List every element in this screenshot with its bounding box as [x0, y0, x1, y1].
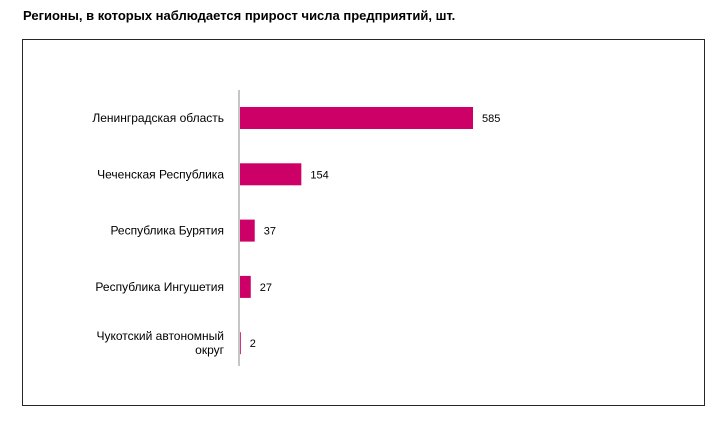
category-label-line: Чукотский автономный — [97, 329, 224, 343]
value-label: 154 — [310, 169, 328, 181]
chart-area — [22, 39, 705, 406]
category-label-line: Республика Ингушетия — [95, 280, 224, 294]
category-label: Республика Ингушетия — [95, 280, 224, 294]
category-label-line: Республика Бурятия — [110, 224, 224, 238]
value-label: 27 — [260, 282, 272, 294]
bar — [240, 163, 302, 186]
category-label: Чеченская Республика — [97, 167, 224, 181]
category-label-line: Ленинградская область — [92, 111, 224, 125]
bars-layer: Ленинградская область 585 Чеченская Респуб… — [92, 107, 500, 357]
bar — [240, 332, 241, 355]
category-label: Республика Бурятия — [110, 224, 224, 238]
category-label-line: Чеченская Республика — [97, 167, 224, 181]
value-label: 2 — [250, 338, 256, 350]
category-label: Ленинградская область — [92, 111, 224, 125]
chart-title: Регионы, в которых наблюдается прирост ч… — [23, 8, 456, 23]
value-label: 585 — [482, 113, 500, 125]
bar — [240, 107, 473, 129]
category-label-line: округ — [195, 343, 224, 357]
bar — [240, 219, 255, 242]
value-label: 37 — [264, 226, 276, 238]
bar — [240, 275, 251, 298]
category-label: Чукотский автономный округ — [97, 329, 225, 357]
